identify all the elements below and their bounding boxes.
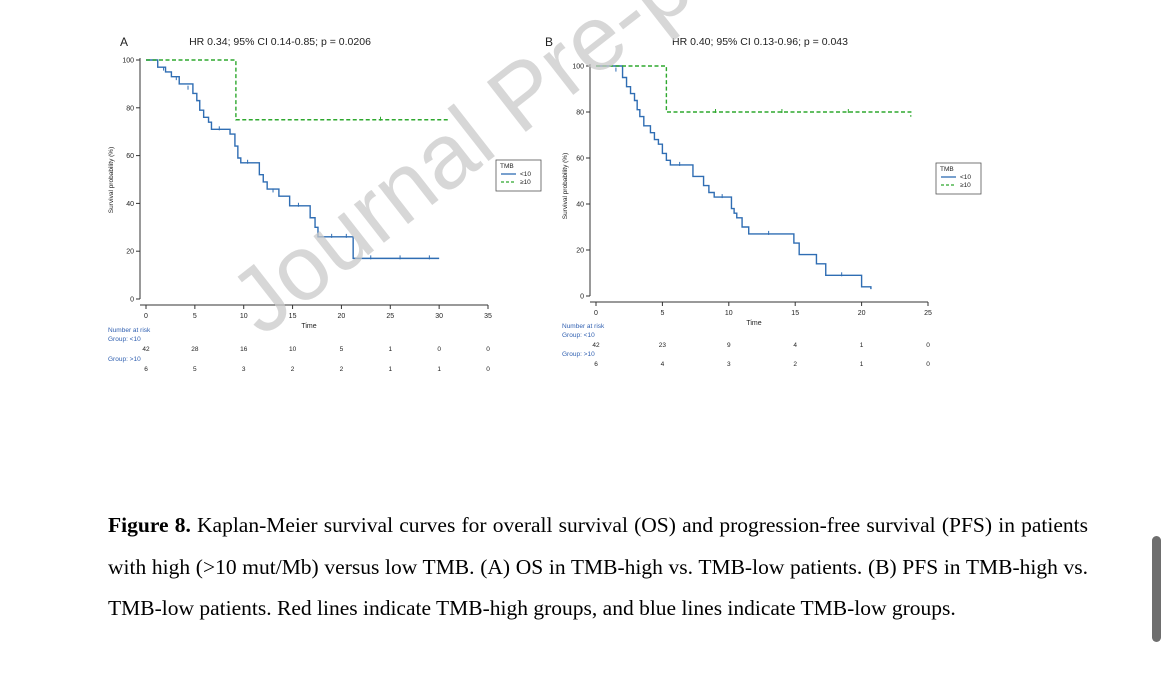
- risk-count: 2: [291, 366, 295, 373]
- risk-count: 2: [340, 366, 344, 373]
- x-tick-label: 25: [386, 313, 394, 320]
- risk-count: 5: [193, 366, 197, 373]
- risk-count: 1: [860, 361, 864, 368]
- km-curve-tmb-low: [146, 59, 440, 260]
- risk-count: 0: [486, 366, 490, 373]
- risk-count: 9: [727, 342, 731, 349]
- risk-table-heading: Number at risk: [562, 323, 605, 330]
- x-tick-label: 10: [725, 310, 733, 317]
- km-curve-tmb-low: [596, 65, 872, 290]
- risk-count: 3: [727, 361, 731, 368]
- risk-table-heading: Number at risk: [108, 327, 151, 334]
- x-tick-label: 0: [144, 313, 148, 320]
- y-axis-label: Survival probability (%): [562, 153, 569, 219]
- legend-entry: ≥10: [960, 182, 971, 189]
- panel-label: A: [120, 35, 128, 49]
- x-tick-label: 20: [338, 313, 346, 320]
- x-tick-label: 30: [435, 313, 443, 320]
- y-tick-label: 80: [126, 105, 134, 112]
- risk-count: 10: [289, 346, 297, 353]
- x-tick-label: 5: [660, 310, 664, 317]
- risk-count: 16: [240, 346, 248, 353]
- legend: TMB <10≥10: [495, 159, 542, 192]
- risk-count: 42: [142, 346, 150, 353]
- x-axis-label: Time: [746, 320, 761, 327]
- legend-title: TMB: [940, 166, 954, 173]
- risk-count: 23: [659, 342, 667, 349]
- risk-count: 28: [191, 346, 199, 353]
- x-tick-label: 10: [240, 313, 248, 320]
- legend-entry: <10: [520, 171, 531, 178]
- y-tick-label: 40: [576, 202, 584, 209]
- risk-group-label: Group: >10: [108, 356, 141, 363]
- panel-A: A HR 0.34; 95% CI 0.14-0.85; p = 0.0206 0 2…: [108, 35, 542, 373]
- chart-title: HR 0.34; 95% CI 0.14-0.85; p = 0.0206: [189, 36, 371, 48]
- risk-group-label: Group: <10: [108, 336, 141, 343]
- risk-count: 5: [340, 346, 344, 353]
- legend-box: [935, 162, 982, 195]
- x-tick-label: 20: [858, 310, 866, 317]
- legend-box: [495, 159, 542, 192]
- risk-count: 4: [661, 361, 665, 368]
- x-tick-label: 15: [289, 313, 297, 320]
- x-tick-label: 25: [924, 310, 932, 317]
- figure-caption: Figure 8. Kaplan-Meier survival curves f…: [108, 505, 1088, 630]
- risk-count: 0: [926, 342, 930, 349]
- legend-entry: <10: [960, 174, 971, 181]
- y-tick-label: 20: [576, 248, 584, 255]
- x-axis-label: Time: [301, 323, 316, 330]
- risk-group-label: Group: <10: [562, 332, 595, 339]
- figure-charts: A HR 0.34; 95% CI 0.14-0.85; p = 0.0206 0 2…: [108, 0, 982, 373]
- y-tick-label: 80: [576, 110, 584, 117]
- x-tick-label: 35: [484, 313, 492, 320]
- y-tick-label: 100: [572, 64, 584, 71]
- legend: TMB <10≥10: [935, 162, 982, 195]
- risk-count: 0: [926, 361, 930, 368]
- x-tick-label: 15: [791, 310, 799, 317]
- scrollbar-thumb[interactable]: [1152, 536, 1161, 642]
- risk-count: 0: [486, 346, 490, 353]
- y-tick-label: 60: [576, 156, 584, 163]
- risk-count: 1: [388, 366, 392, 373]
- caption-text: Kaplan-Meier survival curves for overall…: [108, 513, 1088, 620]
- panel-label: B: [545, 35, 553, 49]
- legend-title: TMB: [500, 163, 514, 170]
- km-curve-tmb-high: [596, 65, 912, 117]
- y-axis-label: Survival probability (%): [108, 147, 115, 213]
- risk-count: 3: [242, 366, 246, 373]
- risk-count: 1: [860, 342, 864, 349]
- risk-group-label: Group: >10: [562, 351, 595, 358]
- y-tick-label: 0: [130, 297, 134, 304]
- chart-title: HR 0.40; 95% CI 0.13-0.96; p = 0.043: [672, 36, 848, 48]
- risk-count: 6: [144, 366, 148, 373]
- km-curve-tmb-high: [146, 59, 449, 121]
- y-tick-label: 20: [126, 249, 134, 256]
- x-tick-label: 5: [193, 313, 197, 320]
- y-tick-label: 0: [580, 294, 584, 301]
- risk-count: 1: [437, 366, 441, 373]
- risk-count: 6: [594, 361, 598, 368]
- y-tick-label: 60: [126, 153, 134, 160]
- caption-label: Figure 8.: [108, 513, 191, 537]
- panel-B: B HR 0.40; 95% CI 0.13-0.96; p = 0.043020…: [545, 35, 982, 368]
- risk-count: 2: [793, 361, 797, 368]
- risk-count: 42: [592, 342, 600, 349]
- risk-count: 4: [793, 342, 797, 349]
- legend-entry: ≥10: [520, 179, 531, 186]
- y-tick-label: 100: [122, 58, 134, 65]
- risk-count: 1: [388, 346, 392, 353]
- risk-count: 0: [437, 346, 441, 353]
- y-tick-label: 40: [126, 201, 134, 208]
- x-tick-label: 0: [594, 310, 598, 317]
